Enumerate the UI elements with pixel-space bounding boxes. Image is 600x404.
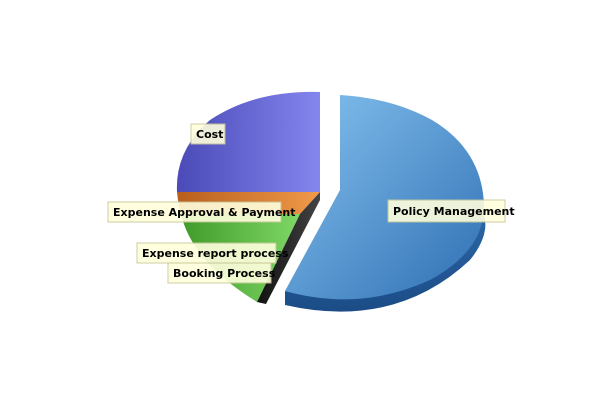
label-expense-approval-payment: Expense Approval & Payment [108, 202, 296, 222]
label-cost: Cost [191, 124, 225, 144]
label-policy-management-text: Policy Management [393, 205, 515, 218]
label-expense-report-process: Expense report process [137, 243, 289, 263]
label-policy-management: Policy Management [388, 200, 515, 222]
label-cost-text: Cost [196, 128, 223, 141]
label-expense-approval-payment-text: Expense Approval & Payment [113, 206, 296, 219]
label-expense-report-process-text: Expense report process [142, 247, 289, 260]
label-booking-process: Booking Process [168, 263, 276, 283]
label-booking-process-text: Booking Process [173, 267, 276, 280]
